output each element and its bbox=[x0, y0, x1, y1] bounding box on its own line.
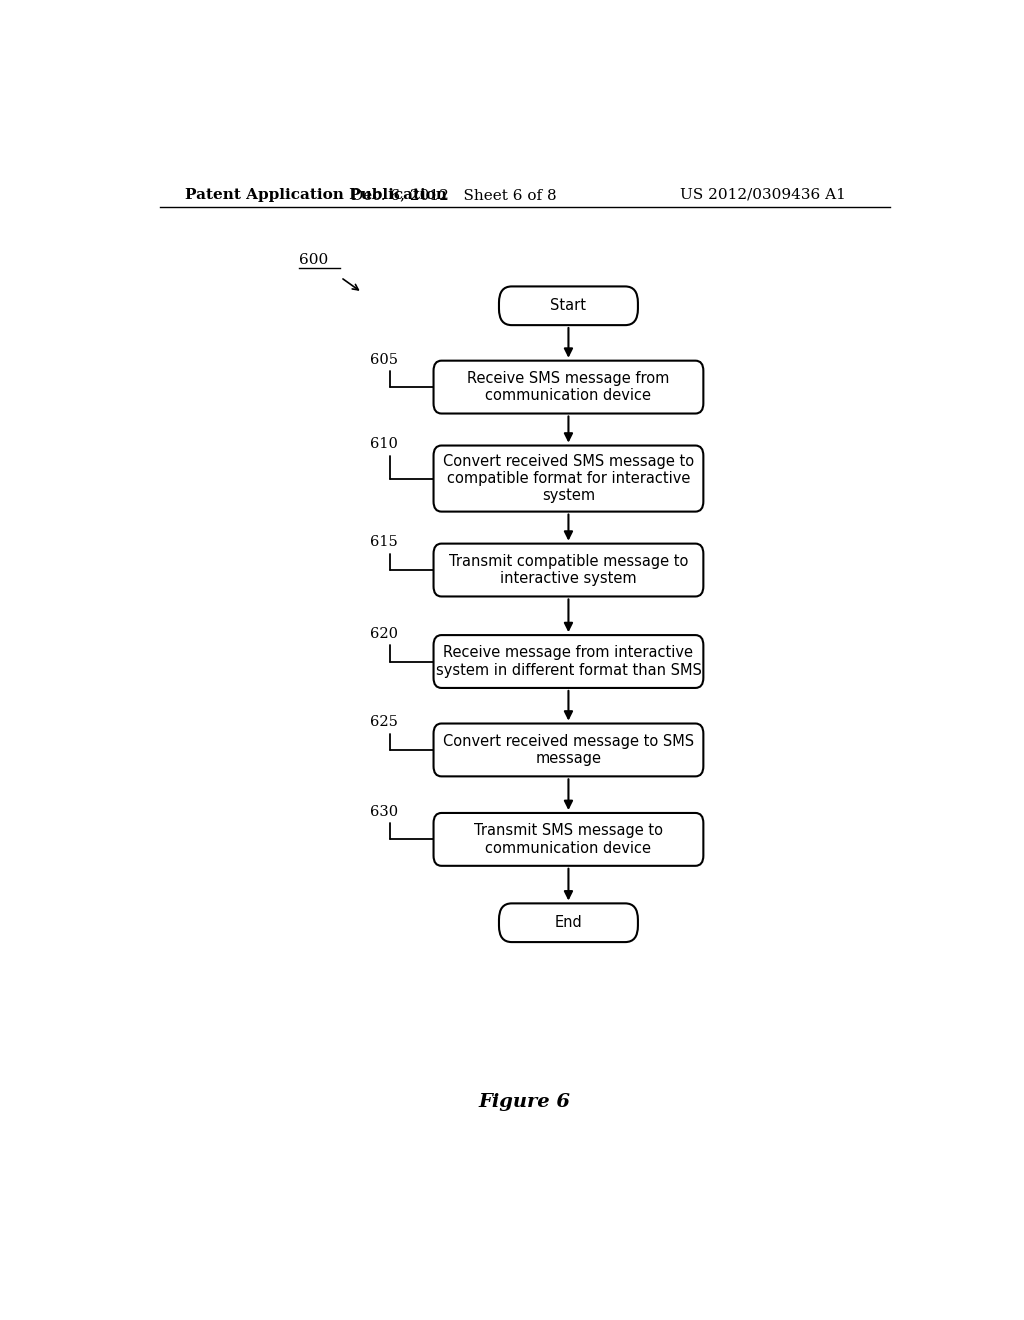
Text: Convert received message to SMS
message: Convert received message to SMS message bbox=[443, 734, 694, 766]
Text: 610: 610 bbox=[370, 437, 398, 451]
Text: 630: 630 bbox=[370, 805, 398, 818]
Text: 620: 620 bbox=[370, 627, 398, 642]
FancyBboxPatch shape bbox=[433, 635, 703, 688]
FancyBboxPatch shape bbox=[499, 903, 638, 942]
Text: US 2012/0309436 A1: US 2012/0309436 A1 bbox=[680, 187, 846, 202]
Text: Receive SMS message from
communication device: Receive SMS message from communication d… bbox=[467, 371, 670, 404]
Text: 600: 600 bbox=[299, 253, 328, 267]
Text: End: End bbox=[555, 915, 583, 931]
FancyBboxPatch shape bbox=[499, 286, 638, 325]
Text: 615: 615 bbox=[370, 536, 397, 549]
Text: Transmit SMS message to
communication device: Transmit SMS message to communication de… bbox=[474, 824, 663, 855]
Text: Receive message from interactive
system in different format than SMS: Receive message from interactive system … bbox=[435, 645, 701, 677]
FancyBboxPatch shape bbox=[433, 544, 703, 597]
Text: Start: Start bbox=[551, 298, 587, 313]
FancyBboxPatch shape bbox=[433, 360, 703, 413]
Text: Dec. 6, 2012   Sheet 6 of 8: Dec. 6, 2012 Sheet 6 of 8 bbox=[350, 187, 556, 202]
Text: Convert received SMS message to
compatible format for interactive
system: Convert received SMS message to compatib… bbox=[443, 454, 694, 503]
FancyBboxPatch shape bbox=[433, 813, 703, 866]
FancyBboxPatch shape bbox=[433, 446, 703, 512]
Text: 625: 625 bbox=[370, 715, 398, 730]
Text: Figure 6: Figure 6 bbox=[479, 1093, 570, 1110]
Text: 605: 605 bbox=[370, 352, 398, 367]
Text: Patent Application Publication: Patent Application Publication bbox=[185, 187, 447, 202]
Text: Transmit compatible message to
interactive system: Transmit compatible message to interacti… bbox=[449, 554, 688, 586]
FancyBboxPatch shape bbox=[433, 723, 703, 776]
